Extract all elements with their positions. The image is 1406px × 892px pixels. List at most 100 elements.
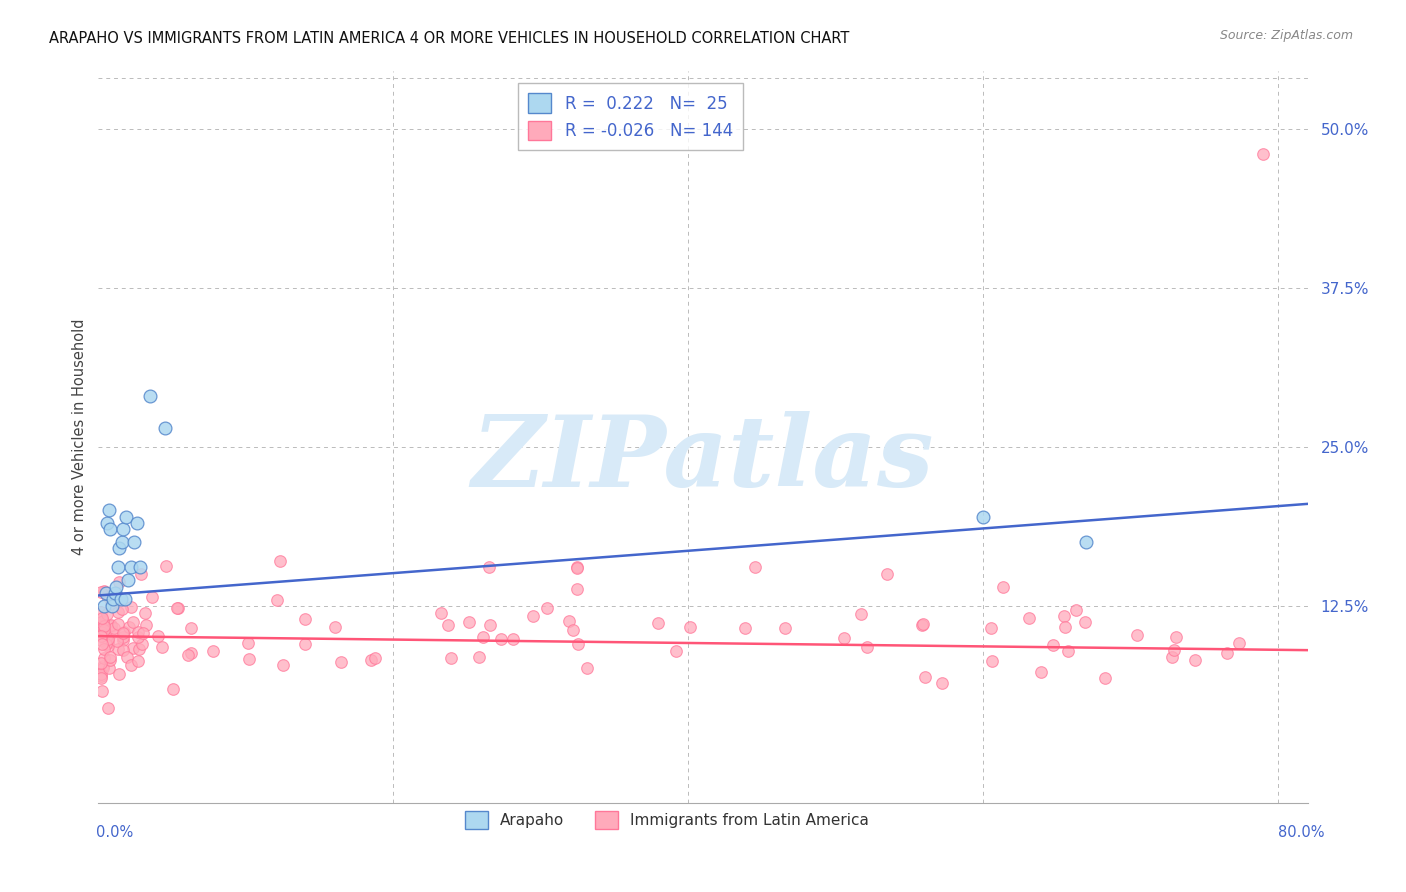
Point	[98, 649, 121, 664]
Point	[153, 420, 176, 434]
Point	[112, 625, 135, 640]
Point	[502, 632, 524, 647]
Point	[127, 625, 149, 640]
Point	[91, 611, 114, 625]
Text: 80.0%: 80.0%	[1278, 825, 1324, 839]
Point	[931, 675, 953, 690]
Point	[911, 618, 934, 632]
Point	[1074, 615, 1097, 630]
Point	[120, 560, 142, 574]
Point	[430, 606, 453, 620]
Text: 0.0%: 0.0%	[96, 825, 132, 839]
Point	[90, 671, 112, 685]
Point	[471, 630, 494, 644]
Point	[94, 585, 117, 599]
Point	[294, 612, 316, 626]
Point	[97, 639, 120, 653]
Point	[96, 638, 118, 652]
Point	[911, 617, 934, 632]
Point	[678, 620, 700, 634]
Point	[111, 626, 134, 640]
Point	[1018, 611, 1040, 625]
Point	[665, 644, 688, 658]
Point	[238, 652, 260, 666]
Point	[439, 651, 461, 665]
Point	[1227, 636, 1250, 650]
Point	[135, 617, 157, 632]
Point	[108, 541, 131, 556]
Point	[90, 629, 112, 643]
Point	[96, 636, 118, 650]
Point	[363, 651, 385, 665]
Point	[558, 614, 581, 628]
Point	[90, 625, 112, 640]
Point	[832, 631, 855, 645]
Point	[565, 582, 588, 597]
Point	[105, 580, 128, 594]
Text: ZIPatlas: ZIPatlas	[472, 411, 934, 508]
Y-axis label: 4 or more Vehicles in Household: 4 or more Vehicles in Household	[72, 318, 87, 556]
Point	[131, 566, 153, 581]
Point	[980, 621, 1002, 635]
Point	[139, 389, 162, 403]
Point	[122, 641, 145, 656]
Point	[111, 633, 134, 648]
Point	[103, 625, 125, 640]
Point	[162, 681, 184, 696]
Point	[90, 617, 112, 632]
Point	[93, 642, 115, 657]
Legend: Arapaho, Immigrants from Latin America: Arapaho, Immigrants from Latin America	[458, 805, 875, 836]
Point	[112, 522, 135, 536]
Point	[93, 614, 115, 628]
Point	[855, 640, 877, 655]
Point	[100, 599, 122, 613]
Point	[876, 566, 898, 581]
Point	[1163, 643, 1185, 657]
Point	[97, 701, 120, 715]
Point	[90, 618, 112, 632]
Point	[1161, 649, 1184, 664]
Point	[1054, 620, 1077, 634]
Point	[101, 592, 124, 607]
Point	[479, 618, 502, 632]
Point	[96, 516, 118, 530]
Point	[97, 632, 120, 647]
Point	[93, 584, 115, 599]
Point	[114, 592, 136, 607]
Point	[93, 650, 115, 665]
Point	[744, 560, 766, 574]
Point	[108, 575, 131, 590]
Point	[96, 589, 118, 603]
Point	[93, 629, 115, 643]
Point	[1064, 603, 1087, 617]
Point	[1125, 628, 1147, 642]
Point	[110, 592, 132, 607]
Point	[90, 605, 112, 619]
Point	[128, 560, 150, 574]
Point	[90, 637, 112, 651]
Point	[107, 616, 129, 631]
Point	[478, 560, 501, 574]
Point	[565, 560, 588, 574]
Point	[97, 660, 120, 674]
Point	[125, 516, 148, 530]
Point	[112, 642, 135, 657]
Point	[120, 657, 142, 672]
Point	[1029, 665, 1052, 679]
Point	[561, 624, 583, 638]
Point	[141, 590, 163, 604]
Text: Source: ZipAtlas.com: Source: ZipAtlas.com	[1219, 29, 1353, 42]
Point	[575, 661, 598, 675]
Point	[90, 628, 112, 642]
Point	[93, 599, 115, 613]
Point	[105, 634, 128, 648]
Point	[991, 580, 1014, 594]
Point	[180, 621, 202, 635]
Point	[166, 600, 188, 615]
Point	[489, 632, 512, 647]
Point	[100, 596, 122, 610]
Point	[111, 602, 134, 616]
Point	[98, 522, 121, 536]
Point	[330, 655, 353, 669]
Point	[90, 669, 112, 683]
